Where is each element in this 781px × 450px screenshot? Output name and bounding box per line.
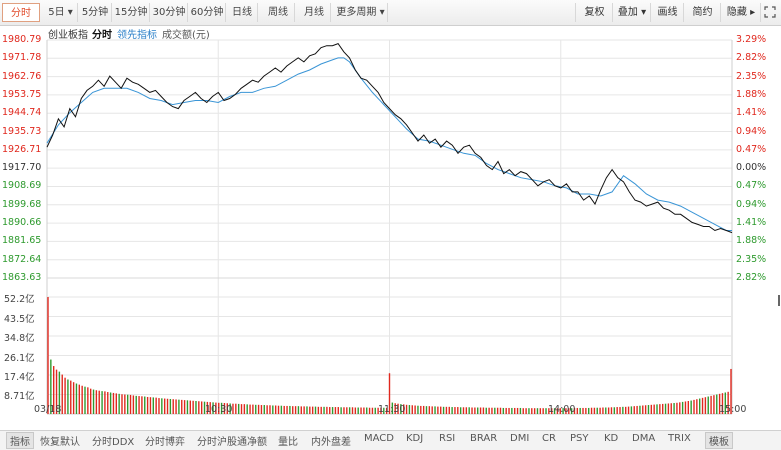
- tab-5min[interactable]: 5分钟: [79, 3, 112, 22]
- price-line: [46, 42, 733, 234]
- percent-tick-label: 0.94%: [736, 198, 767, 210]
- volume-tick-label: 52.2亿: [4, 294, 35, 305]
- price-tick-label: 1953.75: [2, 88, 42, 100]
- price-tick-label: 1872.64: [2, 253, 42, 265]
- indicator-dma[interactable]: DMA: [632, 433, 656, 444]
- tab-weekly[interactable]: 周线: [262, 3, 295, 22]
- indicator-cr[interactable]: CR: [542, 433, 556, 444]
- tab-15min[interactable]: 15分钟: [113, 3, 150, 22]
- indicator-rsi[interactable]: RSI: [439, 433, 456, 444]
- price-tick-label: 1980.79: [2, 34, 42, 45]
- percent-tick-label: 3.29%: [736, 34, 767, 45]
- time-label-1030: 10:30: [205, 404, 233, 415]
- indicator-bar: 指标 恢复默认 分时DDX 分时博弈 分时沪股通净额 量比 内外盘差 MACD …: [0, 430, 781, 450]
- time-label-end: 15:00: [719, 404, 747, 415]
- tab-60min[interactable]: 60分钟: [189, 3, 226, 22]
- indicator-macd[interactable]: MACD: [364, 433, 394, 444]
- volume-tick-label: 26.1亿: [4, 352, 35, 364]
- restore-default-button[interactable]: 恢复默认: [40, 437, 80, 448]
- percent-tick-label: 2.82%: [736, 272, 767, 283]
- adjust-button[interactable]: 复权: [575, 3, 613, 22]
- percent-tick-label: 2.35%: [736, 253, 767, 265]
- time-label-1130: 11:30: [378, 404, 406, 415]
- percent-tick-label: 2.82%: [736, 52, 767, 64]
- volume-tick-label: 43.5亿: [4, 313, 35, 325]
- expand-icon[interactable]: [760, 3, 779, 22]
- percent-tick-label: 0.94%: [736, 125, 767, 137]
- indicator-kd[interactable]: KD: [604, 433, 619, 444]
- indicator-in-out[interactable]: 内外盘差: [311, 437, 351, 448]
- tab-monthly[interactable]: 月线: [298, 3, 331, 22]
- percent-tick-label: 1.88%: [736, 235, 767, 247]
- time-label-start: 03/18: [34, 404, 62, 415]
- indicator-game[interactable]: 分时博弈: [145, 437, 185, 448]
- indicator-brar[interactable]: BRAR: [470, 433, 498, 444]
- price-tick-label: 1899.68: [2, 198, 42, 210]
- indicator-psy[interactable]: PSY: [570, 433, 589, 444]
- tab-30min[interactable]: 30分钟: [151, 3, 188, 22]
- indicator-kdj[interactable]: KDJ: [406, 433, 424, 444]
- percent-tick-label: 2.35%: [736, 70, 767, 82]
- index-name: 创业板指: [48, 30, 88, 41]
- template-button[interactable]: 模板: [705, 432, 733, 449]
- tab-5day[interactable]: 5日 ▾: [44, 3, 78, 22]
- volume-tick-label: 34.8亿: [4, 333, 35, 344]
- price-tick-label: 1926.71: [2, 143, 42, 155]
- percent-tick-label: 1.88%: [736, 88, 767, 100]
- more-periods-dropdown[interactable]: 更多周期 ▾: [334, 3, 388, 22]
- indicator-volume-ratio[interactable]: 量比: [278, 437, 298, 448]
- indicator-trix[interactable]: TRIX: [668, 433, 691, 444]
- price-tick-label: 1908.69: [2, 180, 42, 192]
- mode-label: 分时: [92, 30, 112, 41]
- simple-mode-button[interactable]: 简约: [683, 3, 721, 22]
- indicator-northbound[interactable]: 分时沪股通净额: [197, 437, 267, 448]
- price-tick-label: 1917.70: [2, 162, 42, 174]
- overlay-dropdown[interactable]: 叠加 ▾: [612, 3, 651, 22]
- price-tick-label: 1962.76: [2, 70, 42, 82]
- volume-label: 成交额(元): [162, 30, 210, 41]
- volume-bars: [47, 297, 732, 414]
- price-tick-label: 1881.65: [2, 235, 42, 247]
- percent-tick-label: 0.00%: [736, 162, 767, 174]
- leading-indicator-line: [46, 57, 732, 231]
- percent-tick-label: 0.47%: [736, 180, 767, 192]
- intraday-chart: [46, 39, 780, 415]
- volume-tick-label: 17.4亿: [4, 372, 35, 383]
- chart-subheader: 创业板指 分时 领先指标 成交额(元): [0, 26, 781, 41]
- price-tick-label: 1944.74: [2, 107, 42, 119]
- percent-tick-label: 1.41%: [736, 217, 767, 229]
- tab-intraday[interactable]: 分时: [2, 3, 40, 22]
- price-tick-label: 1890.66: [2, 217, 42, 229]
- indicator-label[interactable]: 指标: [6, 432, 34, 449]
- period-toolbar: 分时 5日 ▾ 5分钟 15分钟 30分钟 60分钟 日线 周线 月线 更多周期…: [0, 0, 781, 26]
- indicator-dmi[interactable]: DMI: [510, 433, 530, 444]
- draw-line-button[interactable]: 画线: [650, 3, 684, 22]
- time-label-1400: 14:00: [548, 404, 576, 415]
- volume-tick-label: 8.71亿: [4, 391, 35, 403]
- price-tick-label: 1935.73: [2, 125, 42, 137]
- tab-daily[interactable]: 日线: [227, 3, 258, 22]
- price-tick-label: 1971.78: [2, 52, 42, 64]
- price-tick-label: 1863.63: [2, 272, 42, 283]
- hide-panel-button[interactable]: 隐藏 ▸: [720, 3, 761, 22]
- leading-indicator-label[interactable]: 领先指标: [117, 30, 157, 41]
- percent-tick-label: 1.41%: [736, 107, 767, 119]
- percent-tick-label: 0.47%: [736, 143, 767, 155]
- indicator-ddx[interactable]: 分时DDX: [92, 437, 135, 448]
- chart-grid: [46, 39, 733, 415]
